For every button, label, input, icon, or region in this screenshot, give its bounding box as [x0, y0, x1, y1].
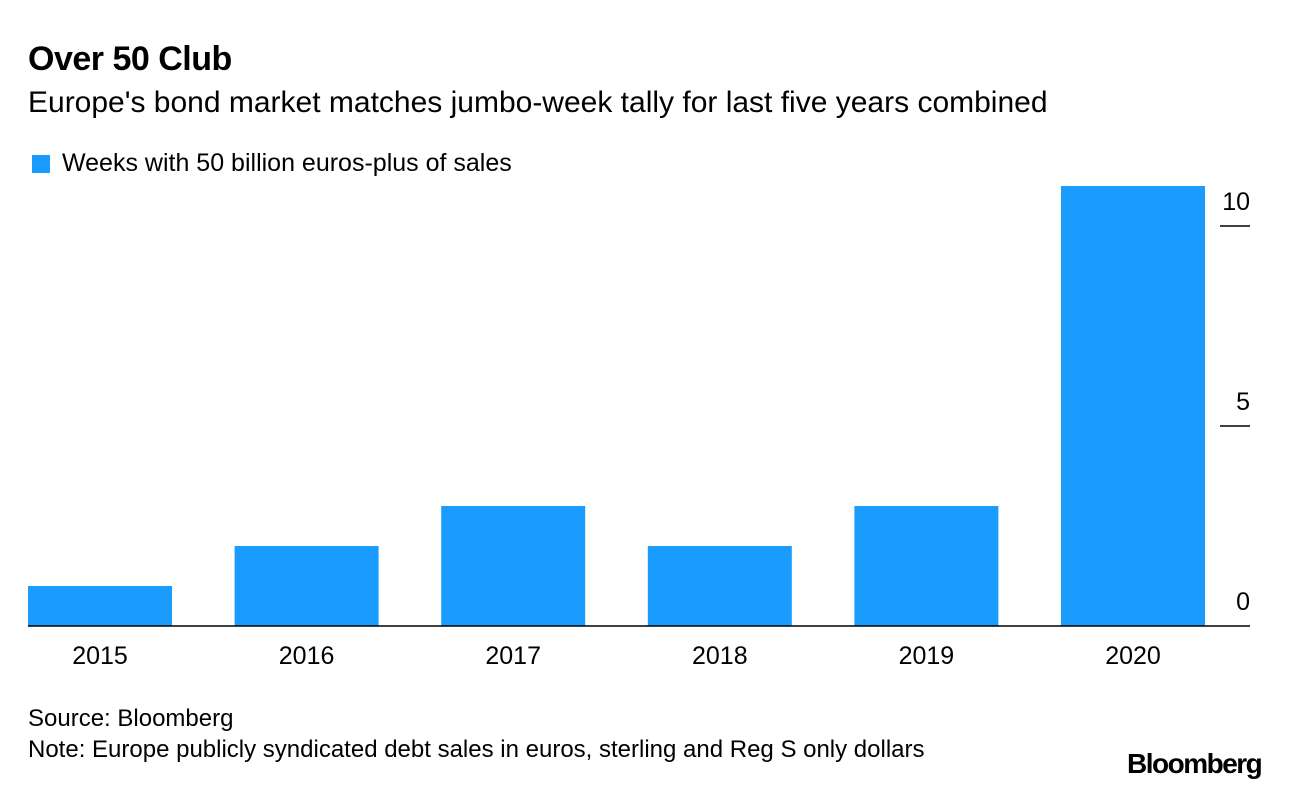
bar-chart: 0 5 10 2015 2016 2017 2018 2019 2020	[28, 186, 1250, 670]
legend-label: Weeks with 50 billion euros-plus of sale…	[62, 149, 512, 177]
y-tick-label-0: 0	[1236, 588, 1250, 616]
bar-2018	[647, 546, 792, 626]
bar-2020	[1061, 186, 1205, 626]
x-tick-label-2016: 2016	[279, 642, 335, 670]
bars-group	[28, 186, 1205, 626]
x-tick-label-2017: 2017	[485, 642, 541, 670]
x-tick-label-2018: 2018	[692, 642, 748, 670]
legend: Weeks with 50 billion euros-plus of sale…	[32, 149, 512, 178]
bar-2019	[854, 506, 999, 626]
legend-swatch	[32, 154, 50, 173]
bar-2017	[441, 506, 586, 626]
footnote: Note: Europe publicly syndicated debt sa…	[28, 736, 925, 763]
source-note: Source: Bloomberg	[28, 705, 234, 732]
bar-2015	[28, 586, 172, 626]
x-tick-label-2020: 2020	[1105, 642, 1161, 670]
x-tick-label-2015: 2015	[72, 642, 128, 670]
x-axis: 2015 2016 2017 2018 2019 2020	[28, 625, 1250, 670]
chart-title: Over 50 Club	[28, 40, 232, 78]
bar-2016	[234, 546, 379, 626]
y-tick-label-5: 5	[1236, 388, 1250, 416]
x-tick-label-2019: 2019	[899, 642, 955, 670]
y-tick-label-10: 10	[1222, 188, 1250, 216]
bloomberg-logo: Bloomberg	[1127, 748, 1263, 779]
y-axis: 0 5 10	[1220, 188, 1250, 616]
chart-subtitle: Europe's bond market matches jumbo-week …	[28, 86, 1048, 119]
